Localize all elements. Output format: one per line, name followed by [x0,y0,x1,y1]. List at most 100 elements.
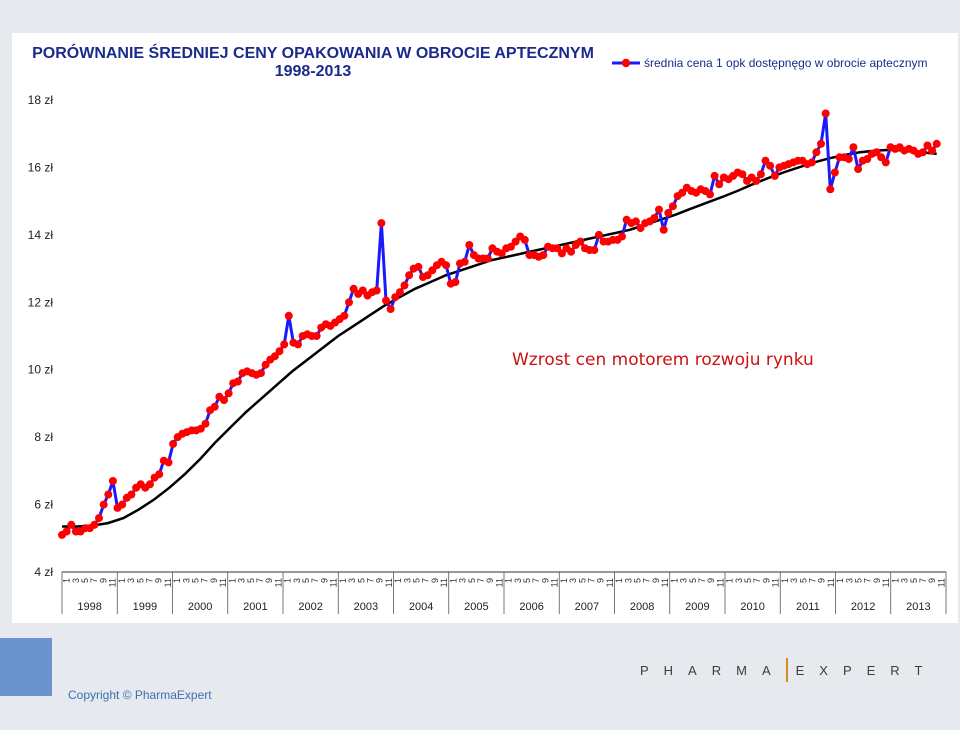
data-point [386,305,395,313]
data-point [90,520,99,529]
footer-accent-bar [0,638,52,696]
year-label: 2004 [409,601,433,613]
data-point [710,171,719,180]
year-label: 2009 [685,601,709,613]
month-tick-label: 11 [218,578,228,587]
month-tick-label: 9 [319,578,329,583]
month-tick-label: 7 [697,578,707,583]
data-point [428,266,437,275]
data-point [706,190,714,199]
year-label: 2007 [575,601,599,613]
data-point [442,261,451,270]
data-point [391,293,400,302]
month-tick-label: 1 [725,578,735,583]
month-tick-label: 3 [71,578,81,583]
month-tick-label: 5 [633,578,643,583]
month-tick-label: 3 [402,578,412,583]
year-label: 2000 [188,601,212,613]
data-point [155,470,164,479]
year-label: 1998 [77,601,101,613]
month-tick-label: 5 [412,578,422,583]
month-tick-label: 9 [706,578,716,583]
series-line-average-price [61,112,938,537]
month-tick-label: 9 [430,578,440,583]
data-point [233,377,242,386]
data-point [395,288,404,297]
data-point [849,143,858,152]
month-tick-label: 7 [531,578,541,583]
copyright-text: Copyright © PharmaExpert [68,688,212,702]
brand-logo: PHARMA EXPERT [640,658,937,682]
data-point [756,170,765,179]
month-tick-label: 5 [80,578,90,583]
month-tick-label: 7 [200,578,210,583]
month-tick-label: 7 [642,578,652,583]
month-tick-label: 9 [485,578,495,583]
month-tick-label: 3 [458,578,468,583]
month-tick-label: 3 [900,578,910,583]
month-tick-label: 1 [504,578,514,583]
month-tick-label: 3 [513,578,523,583]
month-tick-label: 3 [623,578,633,583]
month-tick-label: 7 [586,578,596,583]
month-tick-label: 7 [255,578,265,583]
chart-title: PORÓWNANIE ŚREDNIEJ CENY OPAKOWANIA W OB… [18,45,608,81]
month-tick-label: 11 [715,578,725,587]
month-tick-label: 5 [135,578,145,583]
month-tick-label: 5 [854,578,864,583]
month-tick-label: 9 [154,578,164,583]
trend-line [62,148,937,528]
data-point [821,109,830,118]
data-point [539,251,548,260]
month-tick-label: 1 [117,578,127,583]
data-point [460,257,469,266]
month-tick-label: 1 [448,578,458,583]
data-point [830,168,839,177]
data-point [594,230,603,239]
data-point [465,241,474,249]
year-label: 2008 [630,601,654,613]
data-point [257,369,265,378]
month-tick-label: 11 [163,578,173,587]
month-tick-label: 11 [550,578,560,587]
month-tick-label: 3 [734,578,744,583]
chart-legend: średnia cena 1 opk dostępnęgo w obrocie … [612,56,928,70]
data-point [881,158,890,167]
month-tick-label: 11 [660,578,670,587]
month-tick-label: 9 [761,578,771,583]
month-tick-label: 9 [98,578,108,583]
year-label: 2002 [298,601,322,613]
month-tick-label: 5 [743,578,753,583]
data-point [618,232,626,241]
month-tick-label: 1 [780,578,790,583]
chart-title-line-1: PORÓWNANIE ŚREDNIEJ CENY OPAKOWANIA W OB… [32,45,594,62]
month-tick-label: 11 [881,578,891,587]
month-tick-label: 1 [227,578,237,583]
year-label: 2001 [243,601,267,613]
data-point [201,419,210,428]
year-label: 2006 [519,601,543,613]
year-label: 2013 [906,601,930,613]
month-tick-label: 5 [191,578,201,583]
data-point [631,217,640,226]
month-tick-label: 3 [844,578,854,583]
month-tick-label: 7 [421,578,431,583]
data-point [923,141,932,150]
year-label: 2010 [740,601,764,613]
data-point [918,148,927,157]
month-tick-label: 11 [273,578,283,587]
month-tick-label: 5 [301,578,311,583]
data-point [483,254,492,263]
data-point [650,214,659,222]
month-tick-label: 11 [439,578,449,587]
data-point [928,146,937,155]
data-point [854,165,863,174]
brand-logo-left: PHARMA [640,662,786,678]
month-tick-label: 7 [144,578,154,583]
data-point [312,332,321,340]
month-tick-label: 3 [237,578,247,583]
month-tick-label: 1 [338,578,348,583]
month-tick-label: 3 [568,578,578,583]
data-point [169,439,178,448]
y-tick-label: 12 zł [28,295,54,309]
